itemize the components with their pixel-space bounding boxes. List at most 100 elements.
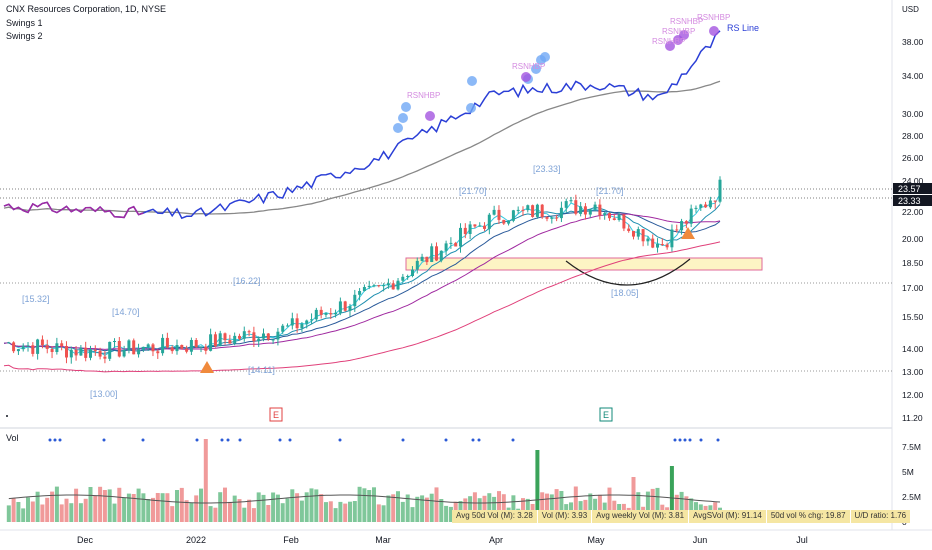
candle-body (593, 204, 597, 210)
volume-bar (304, 492, 309, 522)
candle-body (641, 229, 645, 242)
earnings-marker-1[interactable]: E (269, 407, 283, 422)
candle-body (401, 276, 405, 281)
signal-dot (338, 438, 342, 442)
volume-bar (83, 498, 88, 522)
volume-bar (501, 494, 506, 522)
cup-arc (565, 258, 691, 286)
high-price-value: 23.33 (898, 196, 921, 206)
time-tick-label: Dec (77, 535, 94, 545)
candle-body (65, 346, 68, 358)
candle-body (454, 242, 458, 247)
rsnhbp-dot (425, 111, 435, 121)
volume-bar (54, 486, 59, 522)
volume-bar (405, 494, 410, 522)
volume-bar (189, 502, 194, 522)
candle-body (487, 214, 491, 229)
candle-body (117, 341, 121, 357)
candle-body (266, 333, 270, 340)
candle-body (627, 228, 631, 231)
volume-bar (16, 502, 21, 522)
moving-average-line (3, 193, 721, 356)
volume-bar (102, 490, 107, 522)
candle-body (430, 246, 434, 262)
rs-high-dot (466, 103, 476, 113)
candle-body (362, 287, 366, 291)
volume-bar (511, 495, 516, 522)
earnings-marker-2[interactable]: E (599, 407, 613, 422)
candle-body (612, 218, 616, 220)
candle-body (636, 229, 640, 237)
volume-bar (290, 489, 295, 522)
stat-50d-vol-chg: 50d vol % chg: 19.87 (766, 510, 851, 523)
candle-body (555, 217, 559, 219)
volume-bar (93, 495, 98, 522)
volume-bar (396, 491, 400, 522)
candle-body (305, 320, 309, 324)
rsnhbp-dot (679, 30, 689, 40)
candle-body (425, 256, 429, 263)
volume-bar (45, 497, 50, 522)
rsnhbp-label-5: RSNHBP (670, 17, 703, 26)
candle-body (84, 347, 88, 358)
candle-body (300, 323, 304, 329)
symbol-title: CNX Resources Corporation, 1D, NYSE (6, 4, 167, 14)
volume-bar (232, 495, 237, 522)
volume-bar (367, 490, 372, 522)
volume-bar (674, 494, 679, 522)
candle-body (492, 209, 496, 215)
volume-bar (684, 496, 689, 522)
volume-bar (227, 501, 232, 522)
earnings-label-1: E (273, 410, 279, 420)
candle-body (276, 331, 280, 340)
signal-dot (141, 438, 145, 442)
rs-high-dot (401, 102, 411, 112)
volume-bar (64, 498, 69, 522)
candle-body (583, 206, 587, 215)
volume-bar (655, 487, 660, 522)
candle-body (55, 343, 59, 352)
volume-bar (107, 489, 112, 522)
volume-bar (266, 505, 271, 522)
rsnhbp-label-3: RSNHBP (652, 37, 685, 46)
candle-body (406, 276, 410, 277)
last-price-tag: 23.57 (893, 183, 932, 194)
volume-bar (468, 496, 473, 522)
price-tick-label: 18.50 (902, 258, 924, 268)
volume-bar (6, 505, 11, 522)
time-tick-label: Mar (375, 535, 391, 545)
price-tick-label: 24.00 (902, 176, 924, 186)
volume-bar (348, 501, 352, 522)
volume-bar (314, 489, 319, 522)
signal-dot (401, 438, 405, 442)
time-tick-label: 2022 (186, 535, 206, 545)
candle-body (137, 349, 141, 355)
indicator-swings-2[interactable]: Swings 2 (6, 31, 43, 41)
signal-dot (511, 438, 515, 442)
indicator-swings-1[interactable]: Swings 1 (6, 18, 43, 28)
candle-body (396, 280, 400, 290)
candle-body (439, 250, 443, 261)
candle-body (367, 285, 371, 287)
candle-body (435, 246, 438, 261)
volume-bar (357, 486, 362, 522)
volume-bar (448, 506, 453, 522)
candle-body (175, 345, 179, 352)
volume-bar (203, 439, 208, 522)
volume-bar (434, 487, 439, 522)
candle-body (247, 331, 251, 333)
price-tick-label: 28.00 (902, 131, 924, 141)
candle-body (209, 334, 213, 351)
signal-dot (238, 438, 242, 442)
candle-body (40, 339, 44, 346)
candle-body (391, 283, 395, 290)
candle-body (113, 341, 116, 342)
signal-dot (699, 438, 703, 442)
volume-bar (21, 508, 26, 522)
candle-body (242, 331, 246, 339)
candle-body (708, 200, 712, 208)
candle-body (334, 312, 338, 315)
candle-body (680, 221, 684, 231)
price-tick-label: 17.00 (902, 283, 924, 293)
